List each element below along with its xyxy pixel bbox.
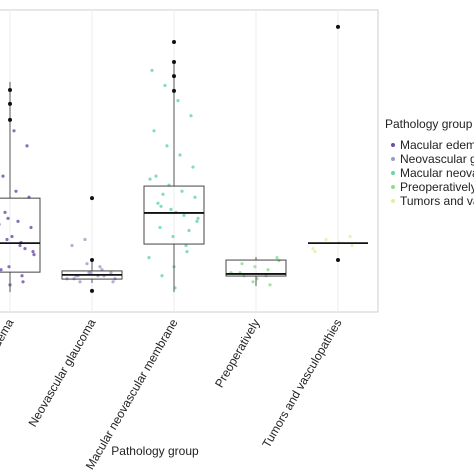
data-point [7,265,11,269]
data-point [350,243,354,248]
legend-swatch [391,185,395,189]
data-point [150,68,154,72]
data-point [193,195,197,199]
data-point [83,237,87,242]
data-point [16,219,20,223]
data-point [180,189,184,193]
outlier [8,117,12,122]
x-tick-label: Tumors and vasculopathies [259,317,344,451]
data-point [182,213,186,217]
x-tick-label: Macular edema [0,316,17,395]
data-point [311,246,315,251]
legend-label: Macular neovascular membrane [400,166,474,180]
x-tick-label: Neovascular glaucoma [25,316,98,429]
outlier [8,101,12,106]
data-point [196,216,200,220]
x-tick-label: Preoperatively [212,317,262,390]
data-point [5,237,9,242]
data-point [111,280,115,284]
outlier [90,258,94,263]
box [0,197,41,273]
legend-swatch [391,157,395,161]
data-point [70,243,74,248]
data-point [187,228,191,233]
data-point [266,268,270,272]
outlier [8,88,12,93]
data-point [165,144,169,148]
data-point [240,262,244,266]
data-point [78,280,82,284]
data-point [268,283,272,287]
x-axis-title: Pathology group [111,444,199,458]
data-point [159,204,163,208]
data-point [277,259,281,263]
data-point [348,234,352,239]
data-point [148,177,152,181]
data-point [156,201,160,205]
data-point [189,114,193,118]
data-point [161,192,165,196]
outlier [172,59,176,64]
data-point [109,271,113,275]
data-point [14,189,18,193]
legend-label: Preoperatively [400,180,474,194]
data-point [18,243,22,248]
data-point [147,256,151,260]
legend-label: Neovascular glaucoma [400,152,474,166]
data-point [152,129,156,133]
data-point [87,271,91,275]
data-point [171,234,175,239]
outlier [90,196,94,201]
data-point [32,253,36,257]
box [143,185,205,245]
plot-panel [0,9,379,313]
data-point [0,223,1,226]
outlier [90,288,94,293]
outlier [172,88,176,93]
data-point [160,274,164,278]
data-point [12,129,16,133]
outlier [336,258,340,263]
data-point [0,268,3,272]
data-point [1,174,5,178]
data-point [6,216,10,220]
data-point [20,274,24,278]
data-point [251,280,255,284]
data-point [31,250,35,254]
legend-swatch [391,171,395,175]
data-point [21,280,25,284]
legend-title: Pathology group [385,117,473,131]
data-point [25,144,29,148]
outlier [172,74,176,79]
data-point [154,174,158,178]
data-point [158,225,162,230]
data-point [29,225,33,230]
data-point [253,265,257,269]
data-point [184,243,188,248]
legend-swatch [391,199,395,203]
outlier [172,40,176,45]
legend-label: Tumors and vasculopathies [400,194,474,208]
data-point [3,210,7,214]
data-point [195,219,199,223]
data-point [185,250,189,254]
box [225,259,287,277]
data-point [178,153,182,157]
data-point [313,250,317,254]
data-point [23,246,27,251]
data-point [10,234,14,239]
legend-label: Macular edema [400,138,474,152]
legend-swatch [391,143,395,147]
data-point [98,265,102,269]
data-point [324,237,328,242]
data-point [191,165,195,169]
data-point [163,83,167,88]
data-point [85,262,89,266]
outlier [336,24,340,29]
data-point [275,256,279,260]
data-point [176,99,180,103]
data-point [169,207,173,211]
